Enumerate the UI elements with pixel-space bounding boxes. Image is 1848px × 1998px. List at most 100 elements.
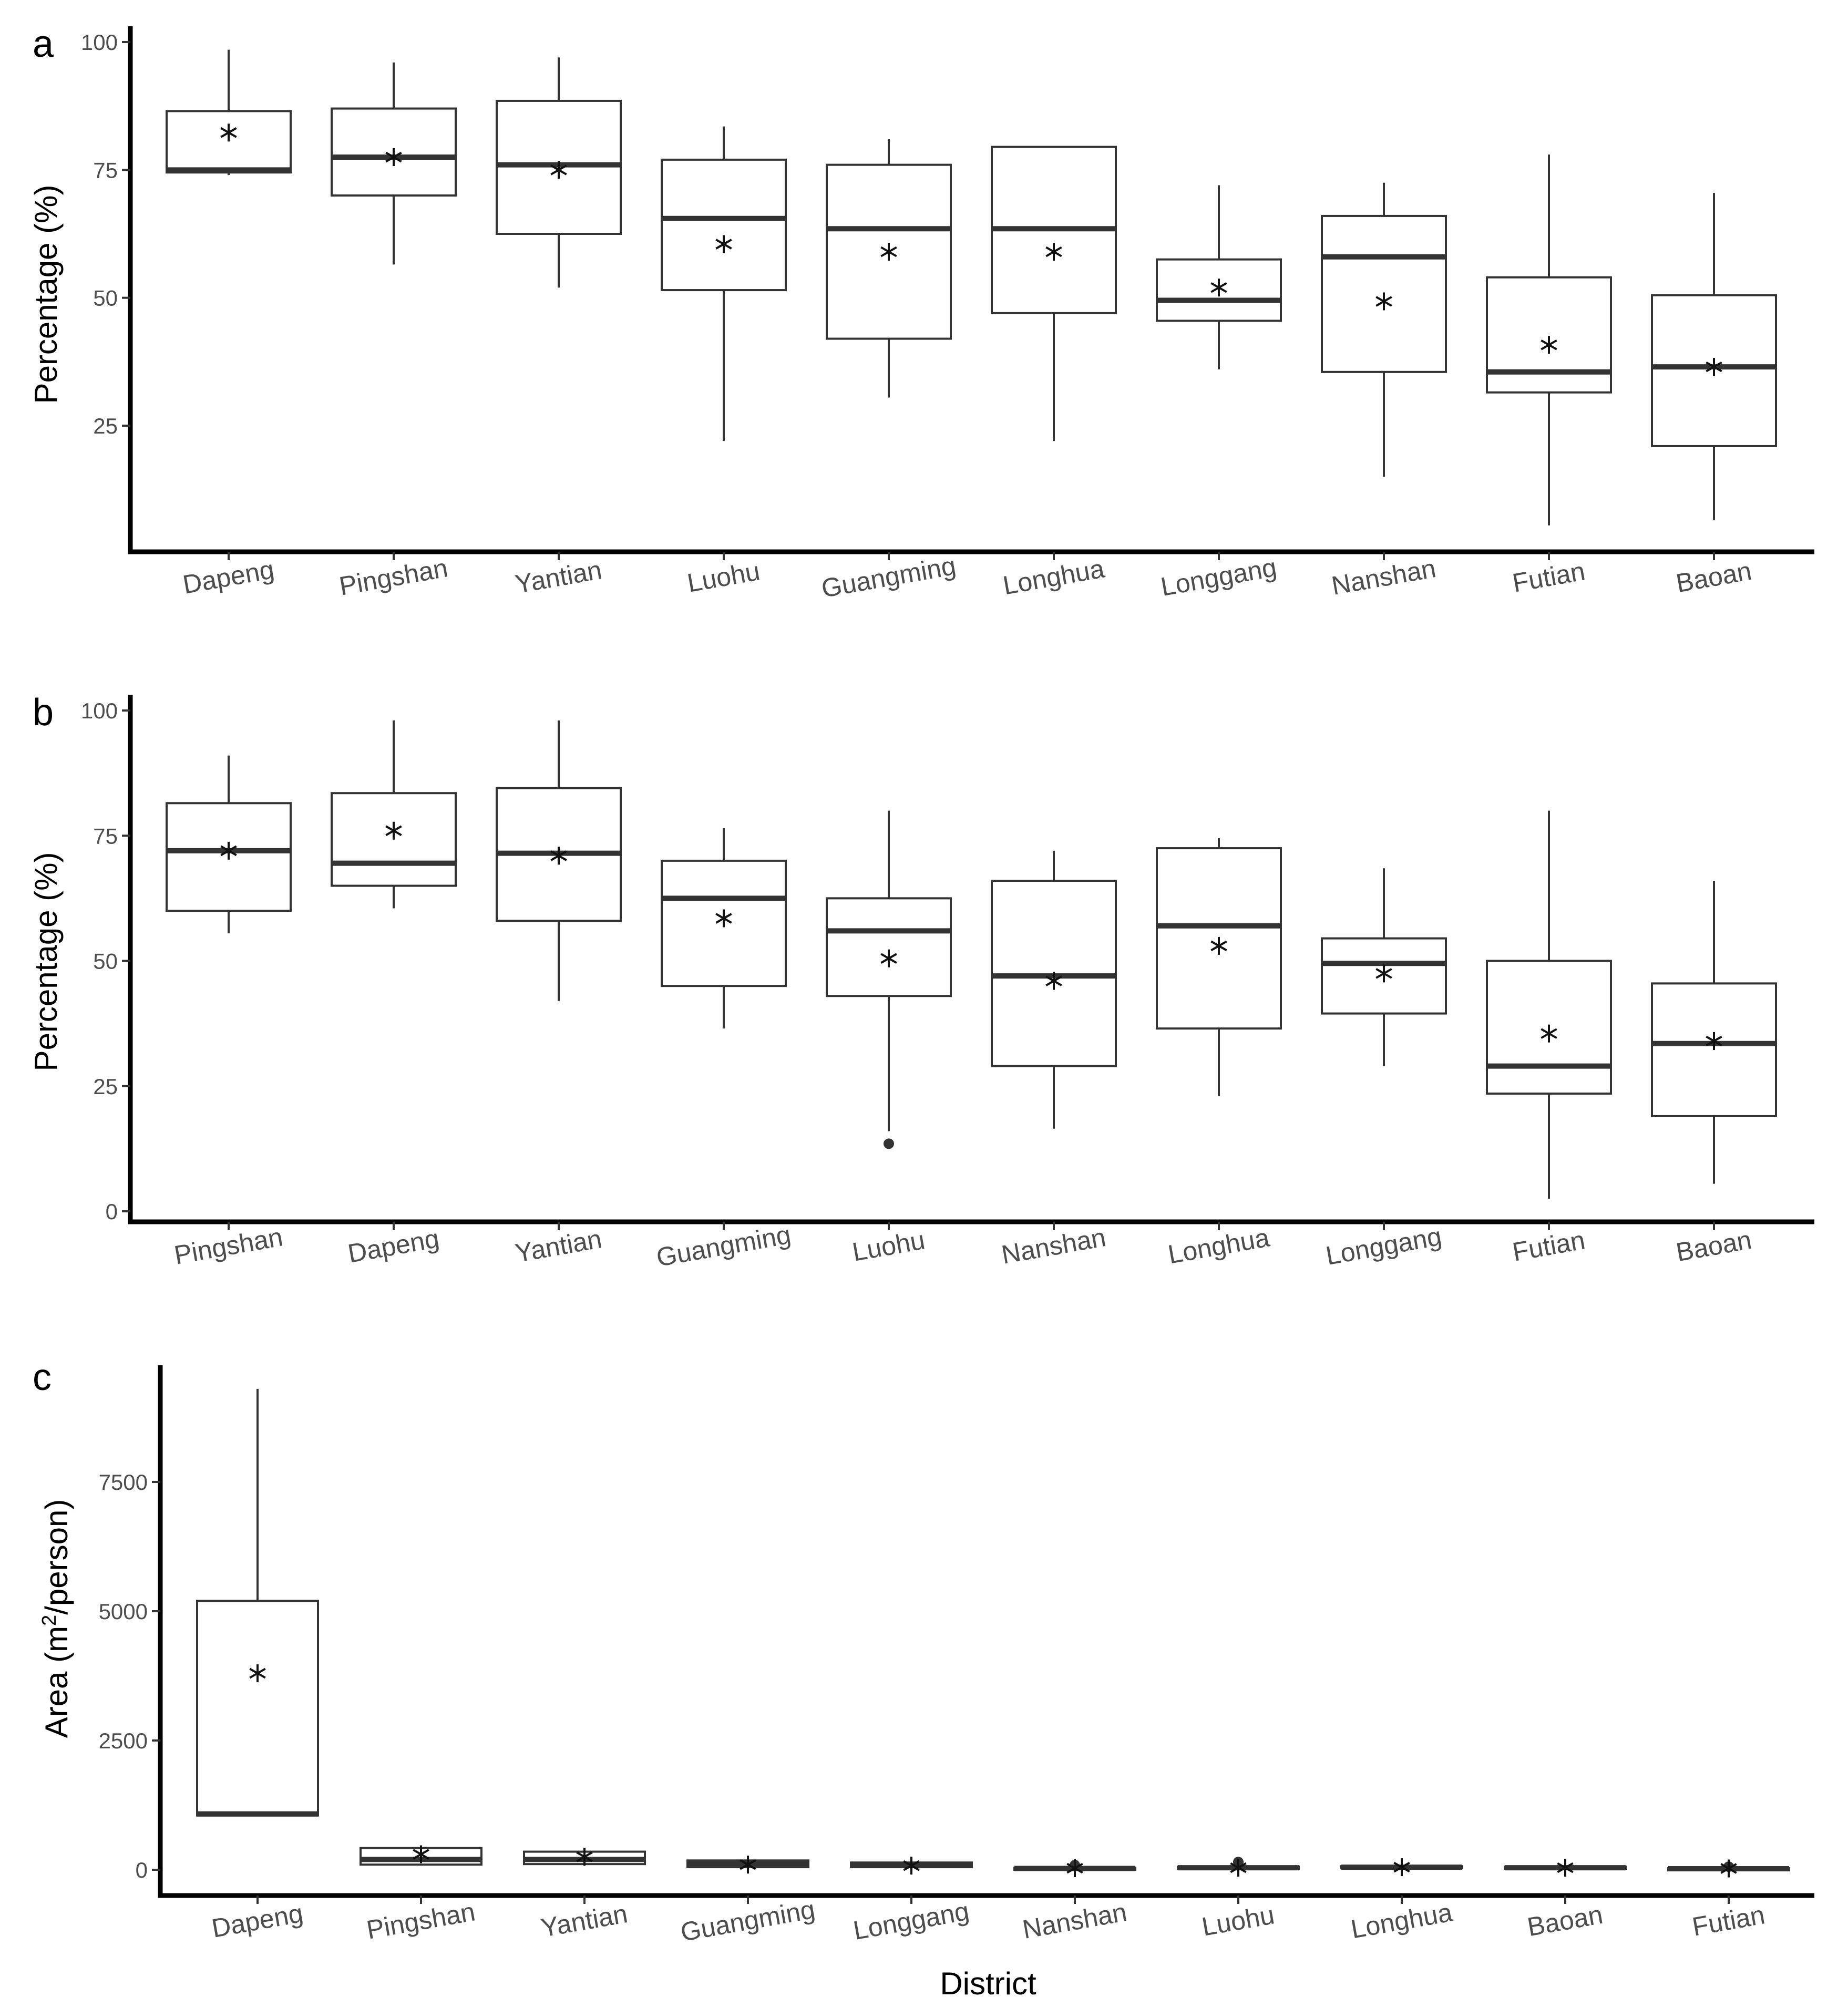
panel-a-x-tick-label-5: Longhua <box>1001 554 1107 601</box>
panel-a-mean-marker-6 <box>1210 279 1227 297</box>
panel-a-y-axis-title: Percentage (%) <box>28 185 64 404</box>
panel-c-mean-marker-8-stroke <box>1557 1862 1574 1873</box>
panel-b-mean-marker-9 <box>1706 1032 1722 1050</box>
panel-b-mean-marker-3-stroke <box>715 913 732 924</box>
panel-c-letter: c <box>33 1356 52 1398</box>
panel-c-mean-marker-1-stroke <box>413 1849 429 1860</box>
panel-a-mean-marker-8 <box>1541 336 1557 354</box>
panel-c-mean-marker-0 <box>249 1664 266 1683</box>
panel-b-outlier-4-0 <box>884 1138 894 1149</box>
panel-a-x-tick-label-3: Luohu <box>685 556 762 598</box>
panel-c-y-axis-title: Area (m2/person) <box>38 1499 74 1738</box>
panel-c-mean-marker-0-stroke <box>249 1667 266 1679</box>
panel-c-y-tick-label-2: 5000 <box>99 1599 148 1624</box>
x-axis-title: District <box>940 1966 1036 1998</box>
panel-c-x-tick-label-0: Dapeng <box>210 1898 305 1943</box>
panel-a-mean-marker-7 <box>1375 292 1392 311</box>
panel-c-mean-marker-1 <box>413 1845 429 1863</box>
panel-a-mean-marker-1-stroke <box>385 151 402 163</box>
panel-c-mean-marker-3 <box>740 1856 756 1874</box>
panel-a-x-tick-label-7: Nanshan <box>1329 553 1438 601</box>
panel-c-mean-marker-3-stroke <box>740 1859 756 1870</box>
panel-a-letter: a <box>33 23 54 65</box>
panel-b-letter: b <box>33 692 54 734</box>
panel-b-mean-marker-0 <box>220 841 237 860</box>
panel-c-y-tick-label-3: 7500 <box>99 1470 148 1495</box>
panel-a-y-tick-label-2: 75 <box>93 158 118 182</box>
panel-b-mean-marker-7 <box>1375 964 1392 983</box>
panel-a-box-3 <box>661 158 787 292</box>
panel-b-y-tick-label-4: 100 <box>81 698 118 723</box>
panel-b-y-tick-label-0: 0 <box>106 1199 118 1224</box>
panel-b-mean-marker-8 <box>1541 1024 1557 1043</box>
panel-a-box-8 <box>1486 276 1612 394</box>
panel-c-mean-marker-7-stroke <box>1393 1861 1410 1873</box>
panel-c-x-tick-label-6: Luohu <box>1199 1900 1277 1941</box>
panel-b-mean-marker-0-stroke <box>220 845 237 857</box>
panel-a-mean-marker-9-stroke <box>1706 361 1722 373</box>
panel-b-box-4 <box>826 897 952 997</box>
panel-b-y-tick-label-3: 75 <box>93 823 118 848</box>
panel-b-mean-marker-2 <box>550 847 567 865</box>
panel-c-x-tick-label-5: Nanshan <box>1020 1897 1129 1944</box>
panel-c-mean-marker-5 <box>1066 1859 1083 1878</box>
panel-c-x-tick-label-1: Pingshan <box>364 1897 477 1944</box>
panel-a-mean-marker-2 <box>550 161 567 179</box>
panel-a-box-0 <box>166 110 292 174</box>
panel-a-mean-marker-1 <box>385 148 402 166</box>
panel-a-mean-marker-0 <box>220 123 237 142</box>
panel-c-mean-marker-2 <box>576 1848 593 1866</box>
panel-c-mean-marker-7 <box>1393 1858 1410 1877</box>
panel-c-y-tick-label-0: 0 <box>136 1858 148 1882</box>
panel-c-x-tick-label-7: Longhua <box>1349 1898 1455 1944</box>
panel-b-x-tick-label-4: Luohu <box>850 1225 927 1266</box>
panel-b-mean-marker-3 <box>715 909 732 928</box>
panel-b-y-tick-label-2: 50 <box>93 949 118 974</box>
panel-a-x-tick-label-9: Baoan <box>1674 556 1754 598</box>
panel-b-mean-marker-5-stroke <box>1045 975 1062 986</box>
panel-c-mean-marker-9-stroke <box>1720 1863 1737 1874</box>
panel-c-mean-marker-5-stroke <box>1066 1862 1083 1874</box>
panel-c-mean-marker-8 <box>1557 1859 1574 1877</box>
panel-c-mean-marker-2-stroke <box>576 1851 593 1862</box>
panel-b-mean-marker-1-stroke <box>385 825 402 836</box>
panel-a-y-tick-label-3: 100 <box>81 30 118 55</box>
panel-b-mean-marker-6 <box>1210 936 1227 955</box>
panel-a-x-tick-label-1: Pingshan <box>337 553 450 601</box>
panel-b-y-tick-label-1: 25 <box>93 1074 118 1099</box>
panel-a-x-tick-label-8: Futian <box>1510 556 1587 598</box>
panel-b-mean-marker-2-stroke <box>550 850 567 861</box>
panel-b-mean-marker-4-stroke <box>880 953 897 964</box>
panel-a-mean-marker-3 <box>715 235 732 253</box>
panel-c-x-tick-label-8: Baoan <box>1525 1900 1605 1942</box>
panel-a-y-tick-label-0: 25 <box>93 414 118 438</box>
panel-a-mean-marker-3-stroke <box>715 239 732 250</box>
panel-b-mean-marker-9-stroke <box>1706 1035 1722 1047</box>
panel-c-x-tick-label-9: Futian <box>1690 1900 1767 1941</box>
panel-a-mean-marker-9 <box>1706 358 1722 376</box>
panel-b-mean-marker-4 <box>880 949 897 967</box>
panel-a-mean-marker-4 <box>880 243 897 261</box>
panel-b-mean-marker-7-stroke <box>1375 968 1392 979</box>
panel-c-box-0 <box>196 1600 319 1817</box>
panel-b-x-tick-label-8: Futian <box>1510 1225 1587 1266</box>
panel-b-axes <box>128 695 1814 1224</box>
panel-c-mean-marker-6 <box>1230 1859 1247 1877</box>
panel-c-mean-marker-9 <box>1720 1859 1737 1878</box>
panel-a-mean-marker-7-stroke <box>1375 296 1392 307</box>
panel-a-mean-marker-8-stroke <box>1541 339 1557 351</box>
panel-c-mean-marker-4-stroke <box>903 1860 920 1871</box>
panel-b-x-tick-label-2: Yantian <box>513 1224 604 1268</box>
panel-a-x-tick-label-0: Dapeng <box>181 554 276 600</box>
panel-a-mean-marker-6-stroke <box>1210 282 1227 293</box>
panel-a-mean-marker-5-stroke <box>1045 246 1062 258</box>
panel-c-y-tick-label-1: 2500 <box>99 1728 148 1753</box>
panel-b-mean-marker-1 <box>385 821 402 840</box>
panel-a-mean-marker-5 <box>1045 243 1062 261</box>
panel-c-axes <box>158 1365 1814 1898</box>
panel-a-mean-marker-0-stroke <box>220 127 237 138</box>
